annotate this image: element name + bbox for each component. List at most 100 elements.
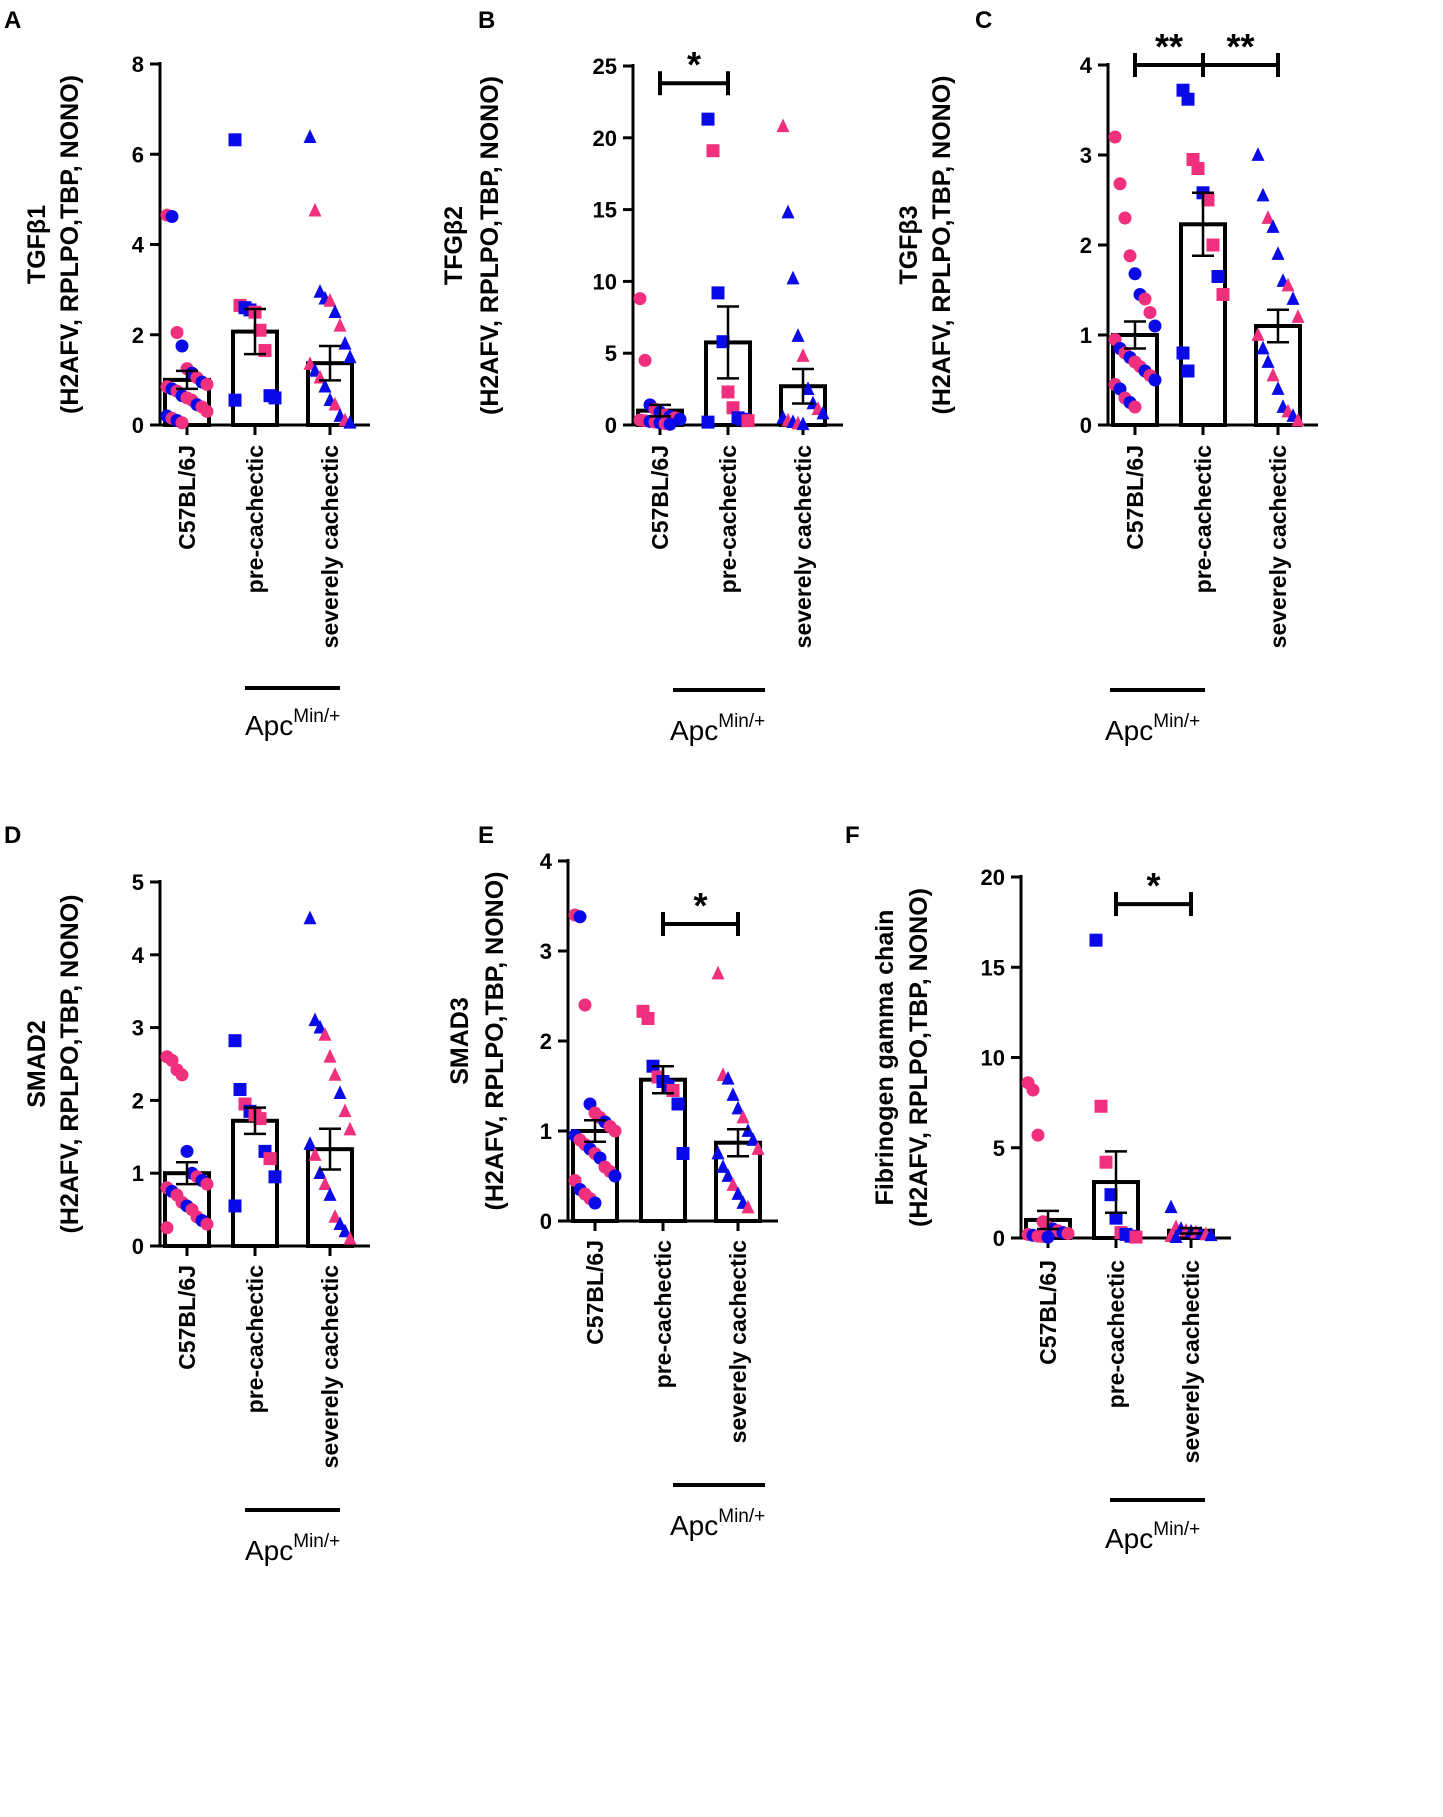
category-label: pre-cachectic: [1190, 445, 1216, 594]
group-label: ApcMin/+: [1105, 1519, 1200, 1554]
data-point: [200, 377, 214, 391]
data-point: [318, 1176, 332, 1190]
data-point: [1094, 1099, 1108, 1113]
data-point: [165, 210, 179, 224]
data-point: [200, 1217, 214, 1231]
data-point: [1201, 193, 1215, 207]
group-label-superscript: Min/+: [1153, 1519, 1200, 1540]
data-point: [1271, 381, 1285, 395]
group-label-superscript: Min/+: [718, 1506, 765, 1527]
y-tick-label: 2: [540, 1029, 552, 1054]
data-point: [1113, 177, 1127, 191]
group-label: ApcMin/+: [1105, 711, 1200, 746]
data-point: [343, 1230, 357, 1245]
data-point: [228, 1034, 242, 1048]
y-tick-label: 4: [1080, 53, 1093, 78]
data-point: [666, 1084, 680, 1097]
data-point: [816, 405, 830, 420]
data-point: [1266, 219, 1280, 233]
data-point: [338, 1103, 352, 1118]
data-point: [170, 325, 184, 339]
y-tick-label: 0: [132, 413, 144, 438]
category-label: pre-cachectic: [650, 1240, 676, 1389]
data-point: [1256, 340, 1270, 355]
bar: [231, 1118, 279, 1249]
data-point: [736, 1109, 750, 1124]
data-point: [796, 348, 810, 362]
data-point: [1128, 400, 1142, 414]
data-point: [180, 1144, 194, 1158]
data-point: [1104, 1188, 1118, 1202]
data-point: [701, 415, 715, 429]
y-axis-label: SMAD2: [23, 1020, 51, 1108]
group-label-superscript: Min/+: [293, 1531, 340, 1552]
data-point: [318, 1027, 332, 1041]
panel-b: B 0 5 10 15 20 25 TFGβ2 (H2AFV, RPLPO,TBP, NONO)…: [440, 7, 843, 746]
data-point: [160, 1221, 174, 1235]
y-tick-label: 10: [593, 269, 617, 294]
data-point: [313, 284, 327, 298]
y-tick-label: 4: [132, 233, 145, 258]
data-point: [1176, 346, 1190, 360]
data-point: [641, 1012, 655, 1025]
data-point: [1109, 1211, 1123, 1225]
y-tick-label: 6: [132, 142, 144, 167]
data-point: [746, 1132, 760, 1146]
category-label: pre-cachectic: [715, 445, 741, 594]
y-axis-label-units: (H2AFV, RPLPO,TBP, NONO): [928, 76, 956, 415]
y-tick-label: 8: [132, 52, 144, 77]
data-point: [676, 1147, 690, 1160]
data-point: [588, 1196, 602, 1210]
data-point: [573, 910, 587, 924]
y-tick-label: 10: [981, 1046, 1005, 1071]
panel-letter: E: [478, 822, 494, 849]
y-tick-label: 25: [593, 54, 617, 79]
category-label: C57BL/6J: [582, 1240, 608, 1345]
data-point: [1089, 933, 1103, 947]
significance-label: *: [693, 885, 707, 926]
data-point: [308, 202, 322, 217]
data-point: [1261, 354, 1275, 368]
data-point: [1291, 309, 1305, 323]
data-point: [1026, 1083, 1040, 1097]
data-point: [318, 378, 332, 393]
y-tick-label: 1: [132, 1161, 144, 1186]
data-point: [175, 1068, 189, 1082]
y-tick-label: 0: [540, 1209, 552, 1234]
data-point: [741, 414, 755, 428]
data-point: [228, 133, 242, 147]
data-point: [328, 1067, 342, 1081]
data-point: [1251, 327, 1265, 341]
data-point: [721, 1168, 735, 1182]
data-point: [721, 1071, 735, 1085]
data-point: [671, 1097, 685, 1111]
data-point: [328, 304, 342, 319]
y-tick-label: 0: [1080, 413, 1092, 438]
data-point: [333, 1085, 347, 1099]
data-point: [268, 1170, 282, 1184]
data-point: [633, 292, 647, 306]
data-point: [673, 412, 687, 426]
data-point: [303, 356, 317, 370]
y-tick-label: 3: [1080, 143, 1092, 168]
data-point: [731, 1186, 745, 1200]
y-axis-label-units: (H2AFV, RPLPO,TBP, NONO): [481, 872, 509, 1211]
data-point: [228, 1199, 242, 1213]
data-point: [1286, 291, 1300, 305]
data-point: [328, 1209, 342, 1223]
y-tick-label: 3: [540, 939, 552, 964]
data-point: [781, 204, 795, 219]
data-point: [726, 1177, 740, 1191]
data-point: [638, 353, 652, 367]
data-point: [1211, 270, 1225, 283]
data-point: [1143, 306, 1157, 319]
y-tick-label: 15: [981, 955, 1005, 980]
group-label: ApcMin/+: [670, 1506, 765, 1541]
data-point: [796, 416, 810, 431]
data-point: [175, 416, 189, 430]
group-label: ApcMin/+: [245, 706, 340, 741]
data-point: [1128, 267, 1142, 281]
y-axis-label-units: (H2AFV, RPLPO,TBP, NONO): [476, 76, 504, 415]
panel-letter: C: [975, 7, 992, 34]
